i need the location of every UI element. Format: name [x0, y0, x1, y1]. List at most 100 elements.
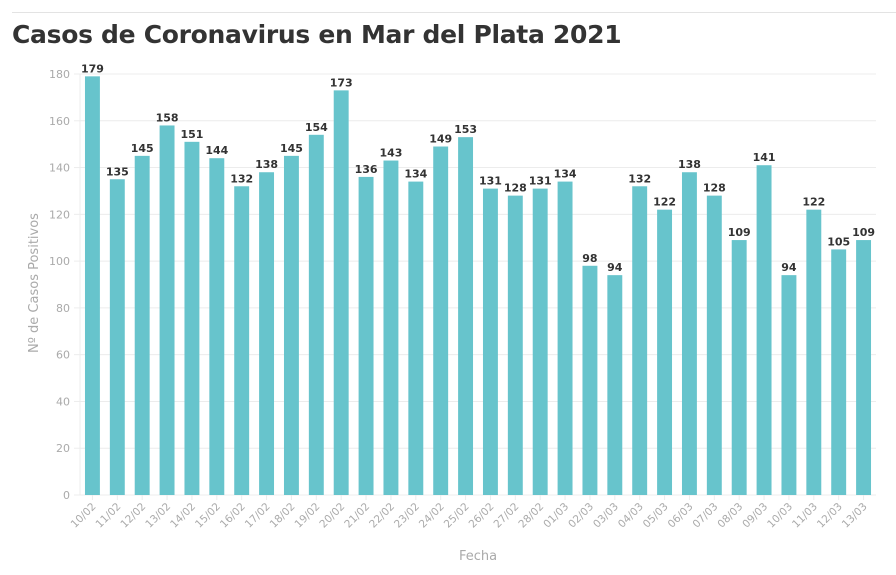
bar-11-02[interactable] [109, 179, 125, 495]
x-tick-label: 01/03 [541, 501, 571, 531]
y-tick-label: 80 [56, 302, 70, 315]
x-tick-label: 11/03 [790, 501, 820, 531]
data-label: 179 [81, 62, 104, 75]
bar-10-03[interactable] [781, 275, 797, 495]
y-tick-label: 140 [49, 162, 70, 175]
data-label: 136 [355, 163, 378, 176]
x-tick-label: 20/02 [317, 501, 347, 531]
data-label: 173 [330, 76, 353, 89]
bar-19-02[interactable] [308, 134, 324, 496]
bar-22-02[interactable] [383, 160, 399, 496]
data-label: 158 [156, 111, 179, 124]
top-divider [12, 12, 896, 13]
data-label: 141 [753, 151, 776, 164]
data-label: 132 [628, 172, 651, 185]
bar-25-02[interactable] [458, 137, 474, 495]
x-tick-label: 17/02 [243, 501, 273, 531]
x-tick-label: 12/02 [118, 501, 148, 531]
x-tick-label: 12/03 [815, 501, 845, 531]
bar-20-02[interactable] [333, 90, 349, 495]
y-tick-label: 100 [49, 255, 70, 268]
x-axis-ticks: 10/0211/0212/0213/0214/0215/0216/0217/02… [69, 495, 870, 531]
bar-24-02[interactable] [433, 146, 449, 495]
data-label: 138 [678, 158, 701, 171]
bar-15-02[interactable] [209, 158, 225, 495]
bar-01-03[interactable] [557, 181, 573, 496]
x-tick-label: 10/02 [69, 501, 99, 531]
bar-14-02[interactable] [184, 141, 200, 496]
data-label: 145 [131, 142, 154, 155]
x-tick-label: 05/03 [641, 501, 671, 531]
bar-13-02[interactable] [159, 125, 175, 495]
bar-28-02[interactable] [532, 188, 548, 495]
x-tick-label: 06/03 [666, 501, 696, 531]
x-tick-label: 24/02 [417, 501, 447, 531]
bar-12-02[interactable] [134, 155, 150, 495]
data-label: 144 [205, 144, 228, 157]
x-tick-label: 04/03 [616, 501, 646, 531]
bar-23-02[interactable] [408, 181, 424, 496]
x-tick-label: 08/03 [715, 501, 745, 531]
x-tick-label: 13/02 [143, 501, 173, 531]
y-axis-ticks: 0 20 40 60 80 100 120 140 160 180 [49, 68, 80, 502]
x-tick-label: 19/02 [293, 501, 323, 531]
y-tick-label: 20 [56, 442, 70, 455]
bar-08-03[interactable] [731, 240, 747, 495]
bar-07-03[interactable] [706, 195, 722, 495]
x-tick-label: 26/02 [467, 501, 497, 531]
y-axis-label: Nº de Casos Positivos [27, 213, 42, 353]
y-tick-label: 60 [56, 349, 70, 362]
bar-06-03[interactable] [681, 172, 697, 495]
bar-05-03[interactable] [657, 209, 673, 495]
bar-16-02[interactable] [234, 186, 250, 495]
bar-13-03[interactable] [856, 240, 872, 495]
bar-26-02[interactable] [482, 188, 498, 495]
y-tick-label: 180 [49, 68, 70, 81]
y-tick-label: 160 [49, 115, 70, 128]
bar-09-03[interactable] [756, 165, 772, 495]
x-tick-label: 22/02 [367, 501, 397, 531]
x-tick-label: 03/03 [591, 501, 621, 531]
data-label: 151 [180, 128, 203, 141]
data-label: 149 [429, 133, 452, 146]
bar-10-02[interactable] [84, 76, 100, 495]
x-tick-label: 15/02 [193, 501, 223, 531]
data-label: 131 [479, 175, 502, 188]
data-label: 94 [607, 261, 623, 274]
bar-02-03[interactable] [582, 265, 598, 495]
bar-03-03[interactable] [607, 275, 623, 495]
bar-11-03[interactable] [806, 209, 822, 495]
bar-18-02[interactable] [283, 155, 299, 495]
x-axis-label: Fecha [459, 549, 497, 564]
bar-12-03[interactable] [831, 249, 847, 495]
bar-04-03[interactable] [632, 186, 648, 495]
data-label: 128 [703, 182, 726, 195]
data-label: 105 [827, 235, 850, 248]
x-tick-label: 09/03 [740, 501, 770, 531]
data-labels: 1791351451581511441321381451541731361431… [81, 62, 875, 274]
bars [84, 76, 872, 496]
bar-17-02[interactable] [259, 172, 275, 495]
data-label: 109 [728, 226, 751, 239]
x-tick-label: 25/02 [442, 501, 472, 531]
data-label: 134 [404, 168, 427, 181]
x-tick-label: 23/02 [392, 501, 422, 531]
chart-title: Casos de Coronavirus en Mar del Plata 20… [12, 20, 622, 49]
x-tick-label: 02/03 [566, 501, 596, 531]
data-label: 128 [504, 182, 527, 195]
data-label: 153 [454, 123, 477, 136]
x-tick-label: 10/03 [765, 501, 795, 531]
data-label: 132 [230, 172, 253, 185]
x-tick-label: 21/02 [342, 501, 372, 531]
x-tick-label: 14/02 [168, 501, 198, 531]
data-label: 154 [305, 121, 328, 134]
data-label: 145 [280, 142, 303, 155]
data-label: 138 [255, 158, 278, 171]
bar-21-02[interactable] [358, 176, 374, 495]
data-label: 134 [554, 168, 577, 181]
y-tick-label: 120 [49, 208, 70, 221]
x-tick-label: 16/02 [218, 501, 248, 531]
data-label: 109 [852, 226, 875, 239]
bar-27-02[interactable] [507, 195, 523, 495]
